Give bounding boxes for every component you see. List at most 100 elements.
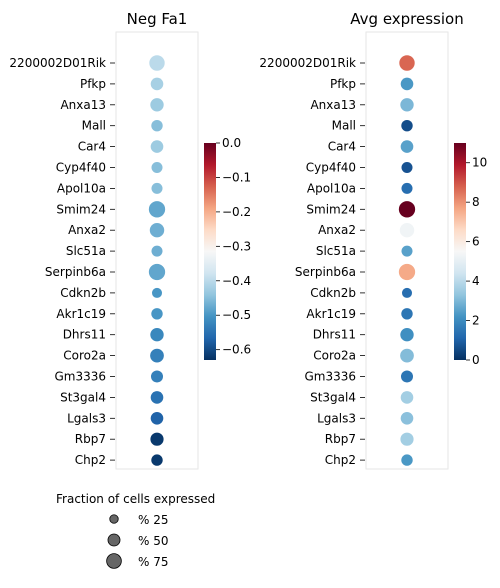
dot (400, 77, 414, 91)
gene-label: Slc51a (316, 244, 356, 258)
dot (151, 308, 163, 320)
dot (401, 245, 413, 257)
colorbar-tick-label: 0.0 (222, 136, 241, 150)
dot (149, 55, 165, 71)
size-legend-dot (106, 553, 122, 569)
dot (150, 412, 164, 425)
dot (400, 370, 414, 383)
panel-2-colorbar-ticks: 0 2 4 6 8 10 (466, 156, 487, 367)
panel-2-colorbar (454, 143, 466, 360)
panel-1-colorbar-ticks: 0.0 −0.1 −0.2 −0.3 −0.4 −0.5 −0.6 (216, 136, 251, 357)
gene-label: Cyp4f40 (56, 161, 106, 175)
dot (401, 308, 413, 320)
dot (151, 454, 163, 466)
gene-label: Cdkn2b (60, 286, 106, 300)
colorbar-tick-label: −0.2 (222, 205, 251, 219)
dot (399, 222, 415, 238)
gene-label: Rbp7 (75, 432, 106, 446)
gene-label: Anxa13 (60, 98, 106, 112)
dot (150, 348, 164, 363)
dot (150, 391, 164, 404)
gene-label: Cdkn2b (310, 286, 356, 300)
dot (150, 328, 164, 342)
gene-label: Coro2a (313, 349, 356, 363)
size-legend-label: % 75 (138, 555, 169, 569)
gene-label: Lgals3 (317, 411, 356, 425)
dot (150, 370, 164, 383)
dot (400, 98, 414, 112)
gene-label: Mall (332, 119, 356, 133)
colorbar-tick-label: 8 (472, 195, 480, 209)
gene-label: Smim24 (56, 202, 106, 216)
gene-label: Dhrs11 (63, 328, 106, 342)
dot (398, 201, 416, 218)
panel-2-title: Avg expression (350, 10, 463, 28)
panel-2-gene-labels: 2200002D01Rik Pfkp Anxa13 Mall Car4 Cyp4f40 Ap… (259, 56, 365, 467)
dot (151, 120, 163, 132)
gene-label: Car4 (328, 140, 356, 154)
gene-label: Smim24 (306, 202, 356, 216)
panel-2-dots (398, 55, 416, 466)
dot (401, 287, 413, 298)
gene-label: Slc51a (66, 244, 106, 258)
gene-label: Gm3336 (54, 370, 106, 384)
dot (151, 161, 163, 174)
gene-label: Serpinb6a (45, 265, 106, 279)
panel-1-title: Neg Fa1 (127, 10, 188, 28)
dot (148, 263, 166, 281)
colorbar-tick-label: −0.6 (222, 343, 251, 357)
gene-label: Lgals3 (67, 411, 106, 425)
dot (401, 454, 413, 466)
dot (400, 140, 414, 153)
dot (150, 98, 164, 112)
gene-label: Apol10a (307, 181, 356, 195)
dot (401, 182, 413, 194)
colorbar-tick-label: −0.1 (222, 170, 251, 184)
gene-label: Chp2 (75, 453, 106, 467)
gene-label: Anxa2 (68, 223, 106, 237)
gene-label: Apol10a (57, 181, 106, 195)
size-legend-dot (109, 514, 119, 524)
gene-label: 2200002D01Rik (259, 56, 356, 70)
gene-label: Car4 (78, 140, 106, 154)
dot (151, 245, 163, 257)
gene-label: Pfkp (330, 77, 356, 91)
gene-label: Coro2a (63, 349, 106, 363)
dot (400, 348, 414, 363)
gene-label: Mall (82, 119, 106, 133)
dot (400, 328, 414, 342)
dot (148, 201, 166, 218)
gene-label: Anxa13 (310, 98, 356, 112)
gene-label: Cyp4f40 (306, 161, 356, 175)
panel-1-frame (115, 31, 199, 470)
gene-label: 2200002D01Rik (9, 56, 106, 70)
colorbar-tick-label: 4 (472, 274, 480, 288)
dot (151, 287, 163, 298)
size-legend: % 25 % 50 % 75 (106, 513, 169, 569)
dot (150, 432, 164, 446)
panel-1-colorbar (204, 143, 216, 360)
size-legend-label: % 50 (138, 534, 169, 548)
colorbar-tick-label: 6 (472, 235, 480, 249)
colorbar-tick-label: 2 (472, 314, 480, 328)
dot (400, 391, 414, 404)
dot (401, 161, 413, 174)
colorbar-tick-label: −0.4 (222, 274, 251, 288)
dot (399, 55, 415, 71)
panel-2-frame (365, 31, 449, 470)
dot (151, 182, 163, 194)
colorbar-tick-label: 0 (472, 353, 480, 367)
gene-label: Chp2 (325, 453, 356, 467)
dot (149, 222, 165, 238)
size-legend-label: % 25 (138, 513, 169, 527)
size-legend-title: Fraction of cells expressed (56, 492, 215, 506)
colorbar-tick-label: 10 (472, 156, 487, 170)
gene-label: Akr1c19 (306, 307, 356, 321)
size-legend-dot (107, 533, 121, 547)
dot (400, 412, 414, 425)
panel-1-gene-labels: 2200002D01Rik Pfkp Anxa13 Mall Car4 Cyp4f40 Ap… (9, 56, 115, 467)
dot (400, 432, 414, 446)
gene-label: St3gal4 (60, 390, 106, 404)
gene-label: St3gal4 (310, 390, 356, 404)
